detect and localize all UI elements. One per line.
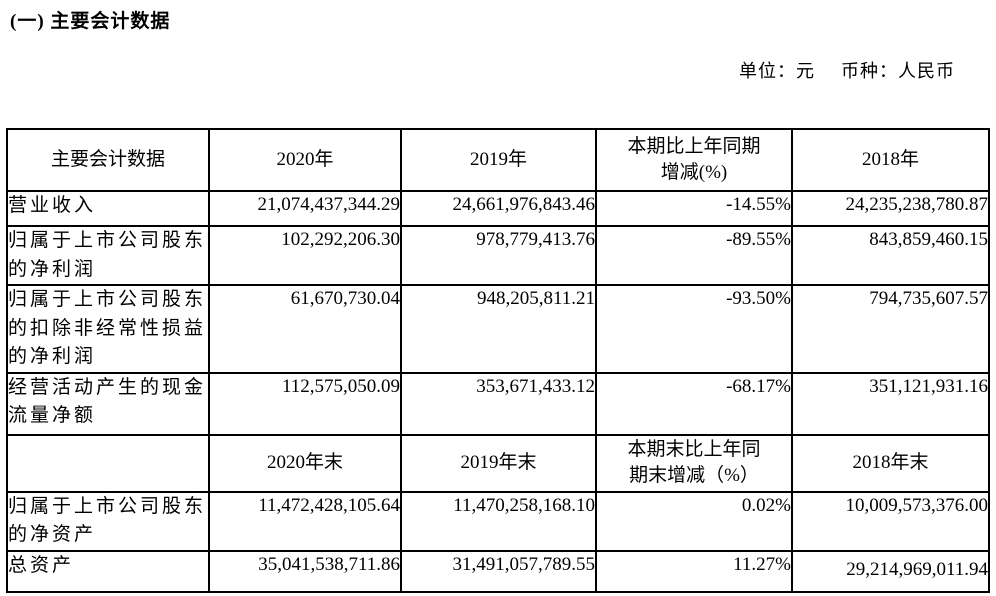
value-change: -93.50%	[595, 284, 793, 374]
header-cell-change-end: 本期末比上年同 期末增减（%）	[595, 433, 793, 493]
header-cell-metric: 主要会计数据	[6, 128, 210, 192]
header-cell-change: 本期比上年同期 增减(%)	[595, 128, 793, 192]
value-2019: 24,661,976,843.46	[400, 190, 597, 227]
financial-data-table: 主要会计数据 2020年 2019年 本期比上年同期 增减(%) 2018年 营…	[6, 128, 990, 596]
value-2020: 102,292,206.30	[208, 225, 402, 286]
table-row-net-profit-excl-nonrecurring: 归属于上市公司股东的扣除非经常性损益的净利润 61,670,730.04 948…	[6, 284, 990, 374]
table-header-annual: 主要会计数据 2020年 2019年 本期比上年同期 增减(%) 2018年	[6, 128, 990, 192]
value-2019: 31,491,057,789.55	[400, 549, 597, 593]
value-2019: 948,205,811.21	[400, 284, 597, 374]
value-2019: 978,779,413.76	[400, 225, 597, 286]
row-label: 营业收入	[6, 190, 210, 227]
table-row-net-assets: 归属于上市公司股东的净资产 11,472,428,105.64 11,470,2…	[6, 490, 990, 552]
value-2020: 112,575,050.09	[208, 371, 402, 436]
value-2018: 10,009,573,376.00	[791, 490, 990, 552]
table-row-revenue: 营业收入 21,074,437,344.29 24,661,976,843.46…	[6, 190, 990, 227]
table-row-operating-cash-flow: 经营活动产生的现金流量净额 112,575,050.09 353,671,433…	[6, 371, 990, 436]
header-cell-2019-end: 2019年末	[400, 433, 597, 493]
row-label: 归属于上市公司股东的净资产	[6, 490, 210, 552]
value-2019: 11,470,258,168.10	[400, 490, 597, 552]
value-2018: 24,235,238,780.87	[791, 190, 990, 227]
table-header-period-end: 2020年末 2019年末 本期末比上年同 期末增减（%） 2018年末	[6, 433, 990, 493]
header-cell-2020-end: 2020年末	[208, 433, 402, 493]
value-2018: 351,121,931.16	[791, 371, 990, 436]
value-2018: 843,859,460.15	[791, 225, 990, 286]
row-label: 归属于上市公司股东的净利润	[6, 225, 210, 286]
section-title: (一) 主要会计数据	[10, 11, 171, 32]
header-cell-2018-end: 2018年末	[791, 433, 990, 493]
unit-currency-line: 单位：元 币种：人民币	[739, 57, 955, 83]
value-2020: 35,041,538,711.86	[208, 549, 402, 593]
value-2020: 61,670,730.04	[208, 284, 402, 374]
value-2020: 11,472,428,105.64	[208, 490, 402, 552]
value-2020: 21,074,437,344.29	[208, 190, 402, 227]
row-label: 经营活动产生的现金流量净额	[6, 371, 210, 436]
table-row-net-profit: 归属于上市公司股东的净利润 102,292,206.30 978,779,413…	[6, 225, 990, 286]
value-2018: 794,735,607.57	[791, 284, 990, 374]
value-2018: 29,214,969,011.94	[791, 554, 990, 596]
value-change: -14.55%	[595, 190, 793, 227]
table-row-total-assets: 总资产 35,041,538,711.86 31,491,057,789.55 …	[6, 549, 990, 596]
row-label: 归属于上市公司股东的扣除非经常性损益的净利润	[6, 284, 210, 374]
unit-label: 单位：元	[739, 61, 815, 81]
value-2019: 353,671,433.12	[400, 371, 597, 436]
header-cell-2018: 2018年	[791, 128, 990, 192]
header-cell-2020: 2020年	[208, 128, 402, 192]
currency-label: 币种：人民币	[841, 61, 955, 81]
value-change: 11.27%	[595, 549, 793, 593]
header-cell-empty	[6, 433, 210, 493]
value-change: -68.17%	[595, 371, 793, 436]
row-label: 总资产	[6, 549, 210, 593]
header-cell-2019: 2019年	[400, 128, 597, 192]
value-change: 0.02%	[595, 490, 793, 552]
value-change: -89.55%	[595, 225, 793, 286]
